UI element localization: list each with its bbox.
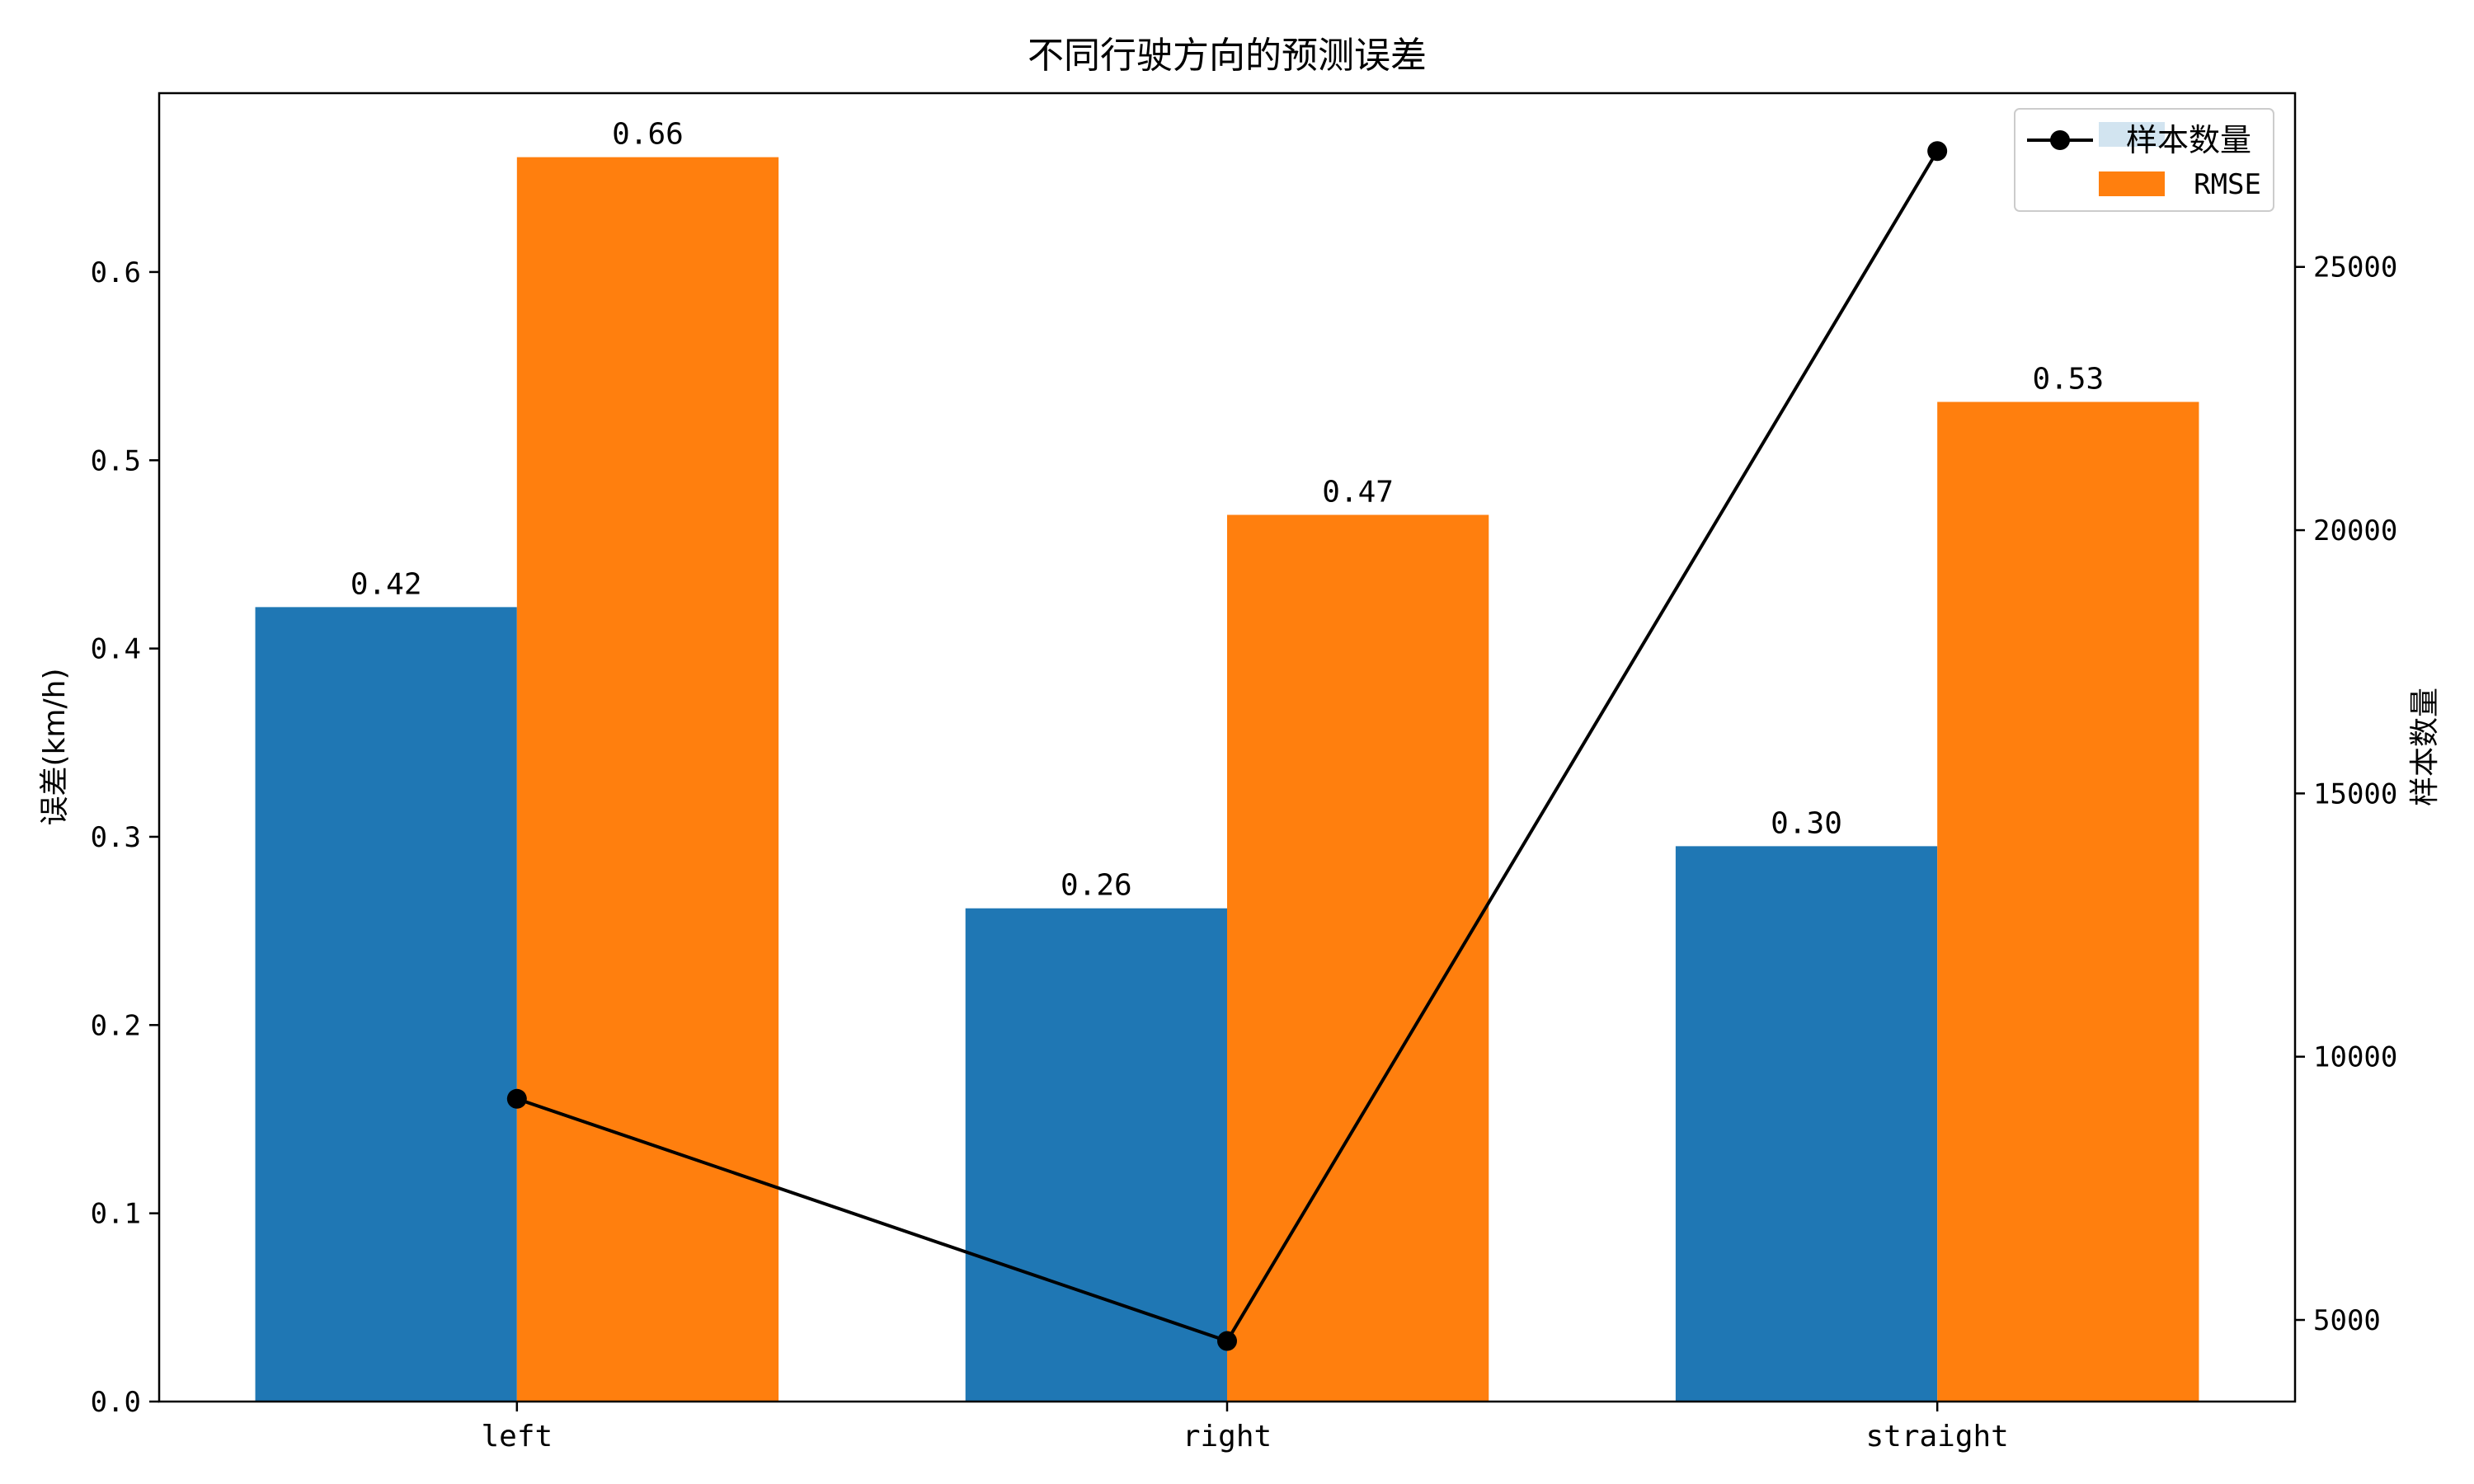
legend-marker-sample-count [2050, 130, 2070, 150]
left-y-tick-label: 0.1 [91, 1198, 141, 1231]
legend-label-rmse: RMSE [2194, 168, 2261, 201]
legend-swatch-rmse [2099, 171, 2165, 196]
sample-count-point-left [506, 1088, 527, 1109]
right-y-tick-label: 25000 [2313, 251, 2397, 284]
bar-rmse-right [1227, 514, 1489, 1402]
sample-count-line-layer [506, 141, 1948, 1351]
sample-count-point-right [1217, 1331, 1237, 1351]
legend-label-sample-count: 样本数量 [2126, 122, 2251, 158]
left-y-tick-label: 0.0 [91, 1386, 141, 1419]
data-label-rmse-left: 0.66 [612, 118, 684, 152]
right-y-tick-label: 10000 [2313, 1041, 2397, 1074]
data-label-rmse-straight: 0.53 [2032, 362, 2104, 396]
left-y-tick-label: 0.6 [91, 256, 141, 289]
right-y-axis: 5000 10000 15000 20000 25000 [2295, 251, 2397, 1337]
bar-series1-straight [1675, 846, 1938, 1402]
legend: 样本数量 RMSE [2014, 108, 2274, 212]
x-tick-label-straight: straight [1865, 1420, 2008, 1453]
x-tick-label-right: right [1183, 1420, 1272, 1453]
legend-swatch-first-series [2099, 122, 2165, 147]
legend-frame [2014, 108, 2274, 212]
right-y-tick-label: 5000 [2313, 1304, 2381, 1337]
chart-title: 不同行驶方向的预测误差 [1028, 35, 1427, 77]
data-label-rmse-right: 0.47 [1322, 475, 1394, 509]
bar-series1-right [965, 908, 1227, 1402]
left-y-tick-label: 0.2 [91, 1009, 141, 1042]
data-label-series1-right: 0.26 [1061, 869, 1132, 903]
x-tick-label-left: left [481, 1420, 553, 1453]
left-y-axis-label: 误差(km/h) [38, 669, 72, 826]
left-y-tick-label: 0.4 [91, 633, 141, 666]
bars-layer: 0.42 0.26 0.30 0.66 0.47 0.53 [255, 118, 2199, 1402]
left-y-axis: 0.0 0.1 0.2 0.3 0.4 0.5 0.6 [91, 256, 159, 1419]
data-label-series1-straight: 0.30 [1771, 806, 1842, 840]
bar-rmse-left [516, 157, 779, 1402]
sample-count-point-straight [1927, 141, 1948, 162]
left-y-tick-label: 0.3 [91, 821, 141, 854]
bar-rmse-straight [1937, 402, 2199, 1402]
bar-series1-left [255, 607, 517, 1402]
data-label-series1-left: 0.42 [350, 567, 422, 601]
left-y-tick-label: 0.5 [91, 444, 141, 477]
right-y-tick-label: 20000 [2313, 514, 2397, 547]
x-axis: left right straight [481, 1402, 2009, 1453]
right-y-axis-label: 样本数量 [2408, 688, 2442, 806]
right-y-tick-label: 15000 [2313, 777, 2397, 810]
